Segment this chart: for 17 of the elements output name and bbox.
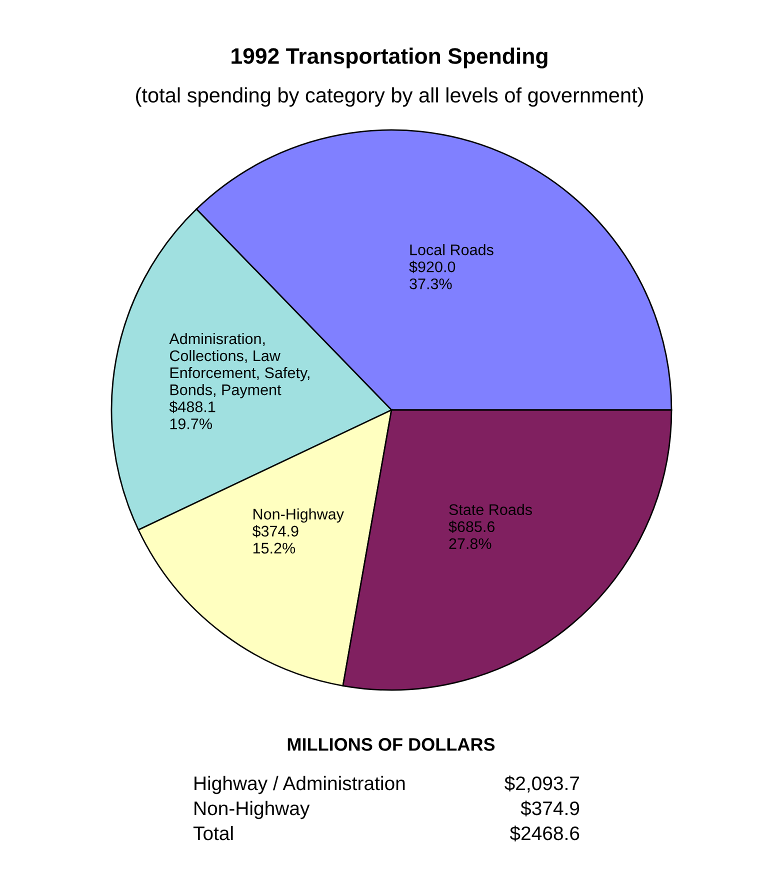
data-label: $920.0 37.3%: [409, 260, 456, 290]
text: $374.9: [520, 800, 580, 816]
text: $2,093.7: [504, 776, 580, 793]
slice-label: Local Roads: [410, 244, 494, 256]
chart-title: 1992 Transportation Spending: [232, 48, 548, 68]
text: MILLIONS OF DOLLARS: [288, 738, 495, 751]
text: $2468.6: [510, 826, 580, 842]
text: Highway / Administration: [194, 776, 405, 794]
chart-subtitle: (total spending by category by all levels of government): [136, 87, 643, 107]
data-label: $488.1 19.7%: [169, 400, 216, 430]
data-label: $685.6 27.8%: [448, 520, 495, 550]
text: Total: [193, 826, 233, 840]
slice-label: State Roads: [449, 504, 532, 516]
slice-label: Non-Highway: [254, 508, 344, 523]
data-label: $374.9 15.2%: [252, 525, 298, 554]
slice-label: Adminisration, Collections, Law Enforcement, Safety, Bonds, Payment: [169, 332, 310, 398]
text: Non-Highway: [194, 800, 310, 820]
